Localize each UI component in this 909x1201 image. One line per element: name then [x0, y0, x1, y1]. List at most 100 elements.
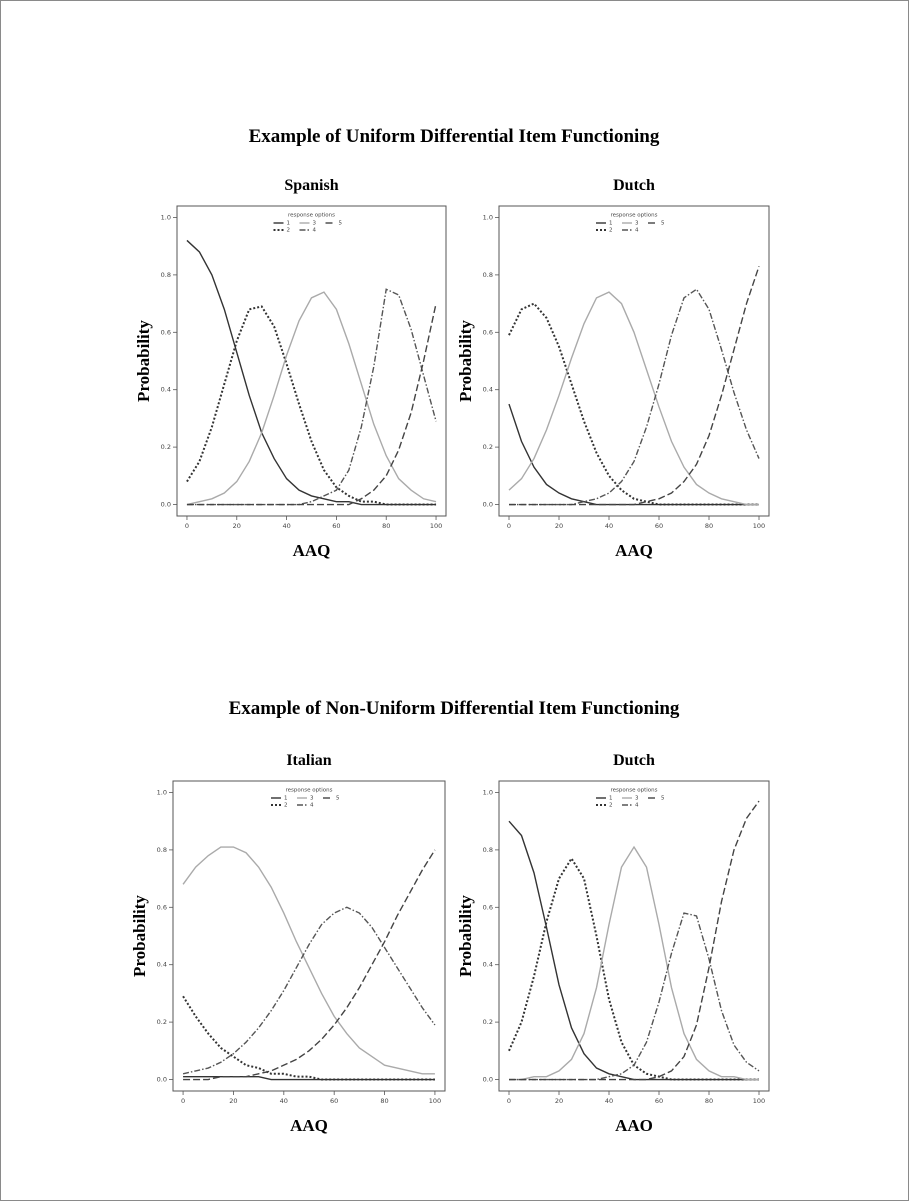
plot-frame — [172, 780, 446, 1092]
series-line — [509, 800, 760, 1081]
x-tick-label: 80 — [705, 522, 713, 530]
legend-label: 4 — [635, 228, 639, 234]
plot-frame — [498, 205, 770, 517]
x-axis-label: AAQ — [293, 541, 331, 560]
legend-label: 3 — [310, 796, 314, 802]
legend-label: 1 — [609, 796, 613, 802]
legend-label: 1 — [287, 221, 291, 227]
y-tick-label: 0.8 — [157, 846, 167, 854]
series-line — [182, 906, 436, 1075]
plot-frame — [498, 780, 770, 1092]
x-axis-label: AAQ — [615, 541, 653, 560]
series-line — [186, 239, 437, 506]
legend-label: 5 — [661, 796, 665, 802]
x-tick-label: 80 — [380, 1097, 388, 1105]
x-tick-label: 60 — [332, 522, 340, 530]
series-line — [508, 820, 759, 1081]
series-line — [183, 1075, 435, 1081]
y-tick-label: 0.4 — [157, 961, 167, 969]
section-title: Example of Uniform Differential Item Fun… — [249, 126, 660, 147]
panel-title: Dutch — [613, 752, 655, 769]
x-tick-label: 100 — [430, 522, 442, 530]
legend-label: 3 — [313, 221, 317, 227]
series-line — [186, 288, 437, 506]
x-axis-label: AAQ — [290, 1116, 328, 1135]
panel: Dutch AAQ Probability 0 20 40 60 80 100 0.0 0.2 0.4… — [456, 177, 770, 560]
y-axis-label: Probability — [134, 320, 153, 402]
x-tick-label: 40 — [282, 522, 290, 530]
x-tick-label: 0 — [181, 1097, 185, 1105]
legend-label: 2 — [609, 803, 613, 809]
x-tick-label: 60 — [655, 1097, 663, 1105]
x-tick-label: 0 — [507, 1097, 511, 1105]
x-tick-label: 40 — [605, 522, 613, 530]
series-line — [186, 291, 437, 506]
y-tick-label: 1.0 — [483, 213, 493, 221]
x-tick-label: 20 — [233, 522, 241, 530]
legend-label: 4 — [310, 803, 314, 809]
x-tick-label: 100 — [429, 1097, 441, 1105]
x-tick-label: 20 — [229, 1097, 237, 1105]
series-line — [509, 845, 759, 1081]
y-tick-label: 0.4 — [483, 961, 493, 969]
y-tick-label: 1.0 — [157, 788, 167, 796]
series-line — [508, 403, 759, 506]
series-line — [183, 849, 436, 1081]
x-tick-label: 40 — [605, 1097, 613, 1105]
plot-frame — [176, 205, 447, 517]
legend-label: 1 — [284, 796, 288, 802]
x-tick-label: 100 — [753, 1097, 765, 1105]
y-tick-label: 0.6 — [483, 328, 493, 336]
x-tick-label: 60 — [655, 522, 663, 530]
series-line — [508, 291, 759, 506]
series-line — [509, 266, 760, 506]
y-tick-label: 1.0 — [483, 788, 493, 796]
legend-label: 3 — [635, 221, 639, 227]
x-tick-label: 80 — [382, 522, 390, 530]
series-line — [182, 846, 435, 1075]
x-tick-label: 40 — [280, 1097, 288, 1105]
legend-label: 5 — [661, 221, 665, 227]
legend-title: response options — [611, 213, 658, 219]
legend-label: 2 — [287, 228, 291, 234]
y-tick-label: 0.0 — [157, 1076, 167, 1084]
x-tick-label: 20 — [555, 522, 563, 530]
legend-label: 5 — [339, 221, 343, 227]
y-tick-label: 0.2 — [161, 443, 171, 451]
y-tick-label: 0.8 — [483, 846, 493, 854]
y-tick-label: 0.0 — [483, 501, 493, 509]
y-tick-label: 0.8 — [483, 271, 493, 279]
y-tick-label: 0.0 — [161, 501, 171, 509]
x-axis-label: AAO — [615, 1116, 653, 1135]
y-tick-label: 1.0 — [161, 213, 171, 221]
y-tick-label: 0.6 — [157, 903, 167, 911]
legend-label: 4 — [313, 228, 317, 234]
y-tick-label: 0.6 — [161, 328, 171, 336]
x-tick-label: 0 — [185, 522, 189, 530]
y-tick-label: 0.8 — [161, 271, 171, 279]
y-tick-label: 0.2 — [483, 1018, 493, 1026]
panel: Dutch AAO Probability 0 20 40 60 80 100 0.0 0.2 0.4… — [456, 752, 770, 1135]
series-line — [182, 995, 435, 1081]
panel: Italian AAQ Probability 0 20 40 60 80 100 0.0 0.2 0… — [130, 752, 446, 1135]
y-tick-label: 0.2 — [483, 443, 493, 451]
x-tick-label: 0 — [507, 522, 511, 530]
y-axis-label: Probability — [130, 895, 149, 977]
x-tick-label: 60 — [330, 1097, 338, 1105]
y-tick-label: 0.2 — [157, 1018, 167, 1026]
series-line — [186, 303, 437, 506]
legend-label: 3 — [635, 796, 639, 802]
series-line — [508, 302, 759, 506]
legend-label: 1 — [609, 221, 613, 227]
legend-title: response options — [286, 788, 333, 794]
series-line — [509, 912, 760, 1081]
legend-label: 2 — [284, 803, 288, 809]
y-tick-label: 0.6 — [483, 903, 493, 911]
section-title: Example of Non-Uniform Differential Item… — [229, 698, 680, 719]
y-tick-label: 0.4 — [483, 386, 493, 394]
panel-title: Italian — [286, 752, 331, 769]
legend-label: 2 — [609, 228, 613, 234]
y-tick-label: 0.0 — [483, 1076, 493, 1084]
